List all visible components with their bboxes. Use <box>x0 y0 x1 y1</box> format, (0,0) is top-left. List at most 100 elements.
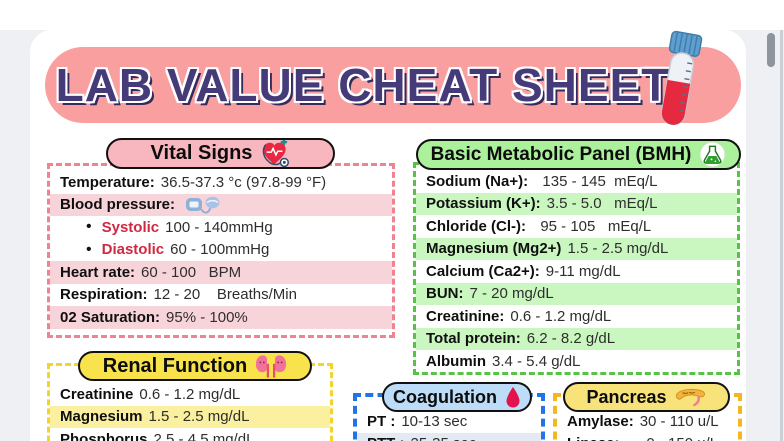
page-title: LAB VALUE CHEAT SHEET <box>55 59 671 111</box>
panel-coagulation: Coagulation PT : 10-13 sec PTT : 25-35 sec <box>353 382 545 441</box>
lab-row: BUN: 7 - 20 mg/dL <box>416 282 737 305</box>
lab-value: 0.6 - 1.2 mg/dL <box>139 385 241 403</box>
lab-row: Lipase: 0 - 150 u/L <box>557 433 738 441</box>
lab-label: Systolic <box>101 218 160 236</box>
lab-label: Potassium (K+): <box>426 195 541 213</box>
panel-title: Coagulation <box>393 386 497 407</box>
lab-value: 135 - 145 mEq/L <box>534 172 658 190</box>
lab-label: Calcium (Ca2+): <box>426 262 540 280</box>
lab-value: 3.4 - 5.4 g/dL <box>492 352 581 370</box>
lab-value: 3.5 - 5.0 mEq/L <box>546 195 658 213</box>
lab-row: Heart rate: 60 - 100 BPM <box>50 261 392 284</box>
lab-label: Blood pressure: <box>60 196 176 214</box>
lab-label: PT : <box>367 412 396 430</box>
lab-row: Creatinine 0.6 - 1.2 mg/dL <box>50 383 330 406</box>
panel-header-vital-signs: Vital Signs <box>106 138 335 169</box>
bp-cuff-icon <box>186 196 220 214</box>
lab-label: Sodium (Na+): <box>426 172 529 190</box>
lab-row: Calcium (Ca2+): 9-11 mg/dL <box>416 260 737 283</box>
panel-title: Vital Signs <box>150 142 253 164</box>
lab-value: 7 - 20 mg/dL <box>469 285 554 303</box>
lab-value: 95% - 100% <box>166 308 248 326</box>
lab-label: Respiration: <box>60 286 148 304</box>
lab-value: 9-11 mg/dL <box>545 262 621 280</box>
panel-title: Pancreas <box>586 386 667 407</box>
lab-value: 60 - 100mmHg <box>170 241 270 259</box>
bullet: • <box>86 218 92 236</box>
lab-row: Magnesium 1.5 - 2.5 mg/dL <box>50 405 330 428</box>
lab-label: 02 Saturation: <box>60 308 161 326</box>
lab-row: Creatinine: 0.6 - 1.2 mg/dL <box>416 305 737 328</box>
lab-label: PTT : <box>367 435 405 441</box>
panel-header-coagulation: Coagulation <box>382 382 532 412</box>
panel-header-basic-metabolic: Basic Metabolic Panel (BMH) <box>416 139 741 170</box>
window-edge-divider <box>780 30 783 441</box>
lab-value: 12 - 20 Breaths/Min <box>153 286 297 304</box>
lab-row: Albumin 3.4 - 5.4 g/dL <box>416 350 737 373</box>
lab-value: 0.6 - 1.2 mg/dL <box>510 307 612 325</box>
cheat-sheet-page: LAB VALUE CHEAT SHEET Vital Signs <box>30 30 746 441</box>
panel-body: Sodium (Na+): 135 - 145 mEq/L Potassium (… <box>416 165 737 373</box>
scrollbar-thumb[interactable] <box>767 33 775 67</box>
panel-vital-signs: Vital Signs Temperature: 36.5-37.3 °c (97… <box>47 138 395 338</box>
panel-body: PT : 10-13 sec PTT : 25-35 sec <box>357 397 541 441</box>
panel-body: Amylase: 30 - 110 u/L Lipase: 0 - 150 u/L <box>557 397 738 441</box>
lab-value: 0 - 150 u/L <box>626 435 718 441</box>
lab-row: Magnesium (Mg2+) 1.5 - 2.5 mg/dL <box>416 237 737 260</box>
lab-row: Amylase: 30 - 110 u/L <box>557 410 738 433</box>
lab-value: 36.5-37.3 °c (97.8-99 °F) <box>160 173 327 191</box>
lab-value: 25-35 sec <box>411 435 477 441</box>
bullet: • <box>86 240 92 258</box>
lab-label: Temperature: <box>60 173 155 191</box>
lab-row: Potassium (K+): 3.5 - 5.0 mEq/L <box>416 192 737 215</box>
lab-value: 100 - 140mmHg <box>165 218 273 236</box>
lab-value: 30 - 110 u/L <box>639 412 719 430</box>
lab-label: Heart rate: <box>60 263 136 281</box>
kidneys-icon <box>256 355 287 378</box>
lab-value: 95 - 105 mEq/L <box>531 217 652 235</box>
lab-row: PTT : 25-35 sec <box>357 432 541 441</box>
lab-value: 1.5 - 2.5 mg/dL <box>148 408 250 426</box>
flask-icon <box>699 141 726 168</box>
lab-label: Amylase: <box>567 412 634 430</box>
lab-row: Phosphorus 2.5 - 4.5 mg/dL <box>50 428 330 441</box>
lab-label: Magnesium (Mg2+) <box>426 240 562 258</box>
panel-pancreas: Pancreas Amylase: 30 - 110 u/L Lipase: 0 -… <box>553 382 742 441</box>
lab-value: 60 - 100 BPM <box>141 263 242 281</box>
lab-label: Albumin <box>426 352 486 370</box>
lab-row: Chloride (Cl-): 95 - 105 mEq/L <box>416 215 737 238</box>
lab-row: • Systolic 100 - 140mmHg <box>50 216 392 239</box>
lab-label: Creatinine <box>60 385 134 403</box>
blood-drop-icon <box>506 386 520 407</box>
lab-row: Temperature: 36.5-37.3 °c (97.8-99 °F) <box>50 171 392 194</box>
lab-value: 6.2 - 8.2 g/dL <box>526 330 616 348</box>
panel-title: Renal Function <box>102 354 248 377</box>
lab-label: Total protein: <box>426 330 521 348</box>
lab-row: Blood pressure: <box>50 193 392 216</box>
lab-row: 02 Saturation: 95% - 100% <box>50 306 392 329</box>
lab-label: Lipase: <box>567 435 620 441</box>
panel-header-renal-function: Renal Function <box>78 351 312 381</box>
lab-row: • Diastolic 60 - 100mmHg <box>50 239 392 262</box>
lab-label: Phosphorus <box>60 430 148 441</box>
heart-stethoscope-icon <box>263 139 290 167</box>
lab-label: Chloride (Cl-): <box>426 217 526 235</box>
lab-value: 2.5 - 4.5 mg/dL <box>153 430 255 441</box>
lab-row: Sodium (Na+): 135 - 145 mEq/L <box>416 170 737 193</box>
panel-header-pancreas: Pancreas <box>563 382 730 412</box>
lab-row: Total protein: 6.2 - 8.2 g/dL <box>416 327 737 350</box>
lab-label: Diastolic <box>101 241 165 259</box>
pancreas-icon <box>675 388 705 407</box>
panel-basic-metabolic: Basic Metabolic Panel (BMH) Sodium (Na+)… <box>413 139 741 375</box>
lab-value: 1.5 - 2.5 mg/dL <box>567 240 669 258</box>
lab-label: Magnesium <box>60 408 143 426</box>
lab-value: 10-13 sec <box>401 412 468 430</box>
panel-title: Basic Metabolic Panel (BMH) <box>430 143 692 165</box>
title-banner: LAB VALUE CHEAT SHEET <box>45 47 741 123</box>
lab-row: Respiration: 12 - 20 Breaths/Min <box>50 284 392 307</box>
panel-body: Temperature: 36.5-37.3 °c (97.8-99 °F) Blo… <box>50 166 392 329</box>
blood-tube-icon <box>640 27 720 135</box>
lab-label: BUN: <box>426 285 464 303</box>
lab-label: Creatinine: <box>426 307 505 325</box>
